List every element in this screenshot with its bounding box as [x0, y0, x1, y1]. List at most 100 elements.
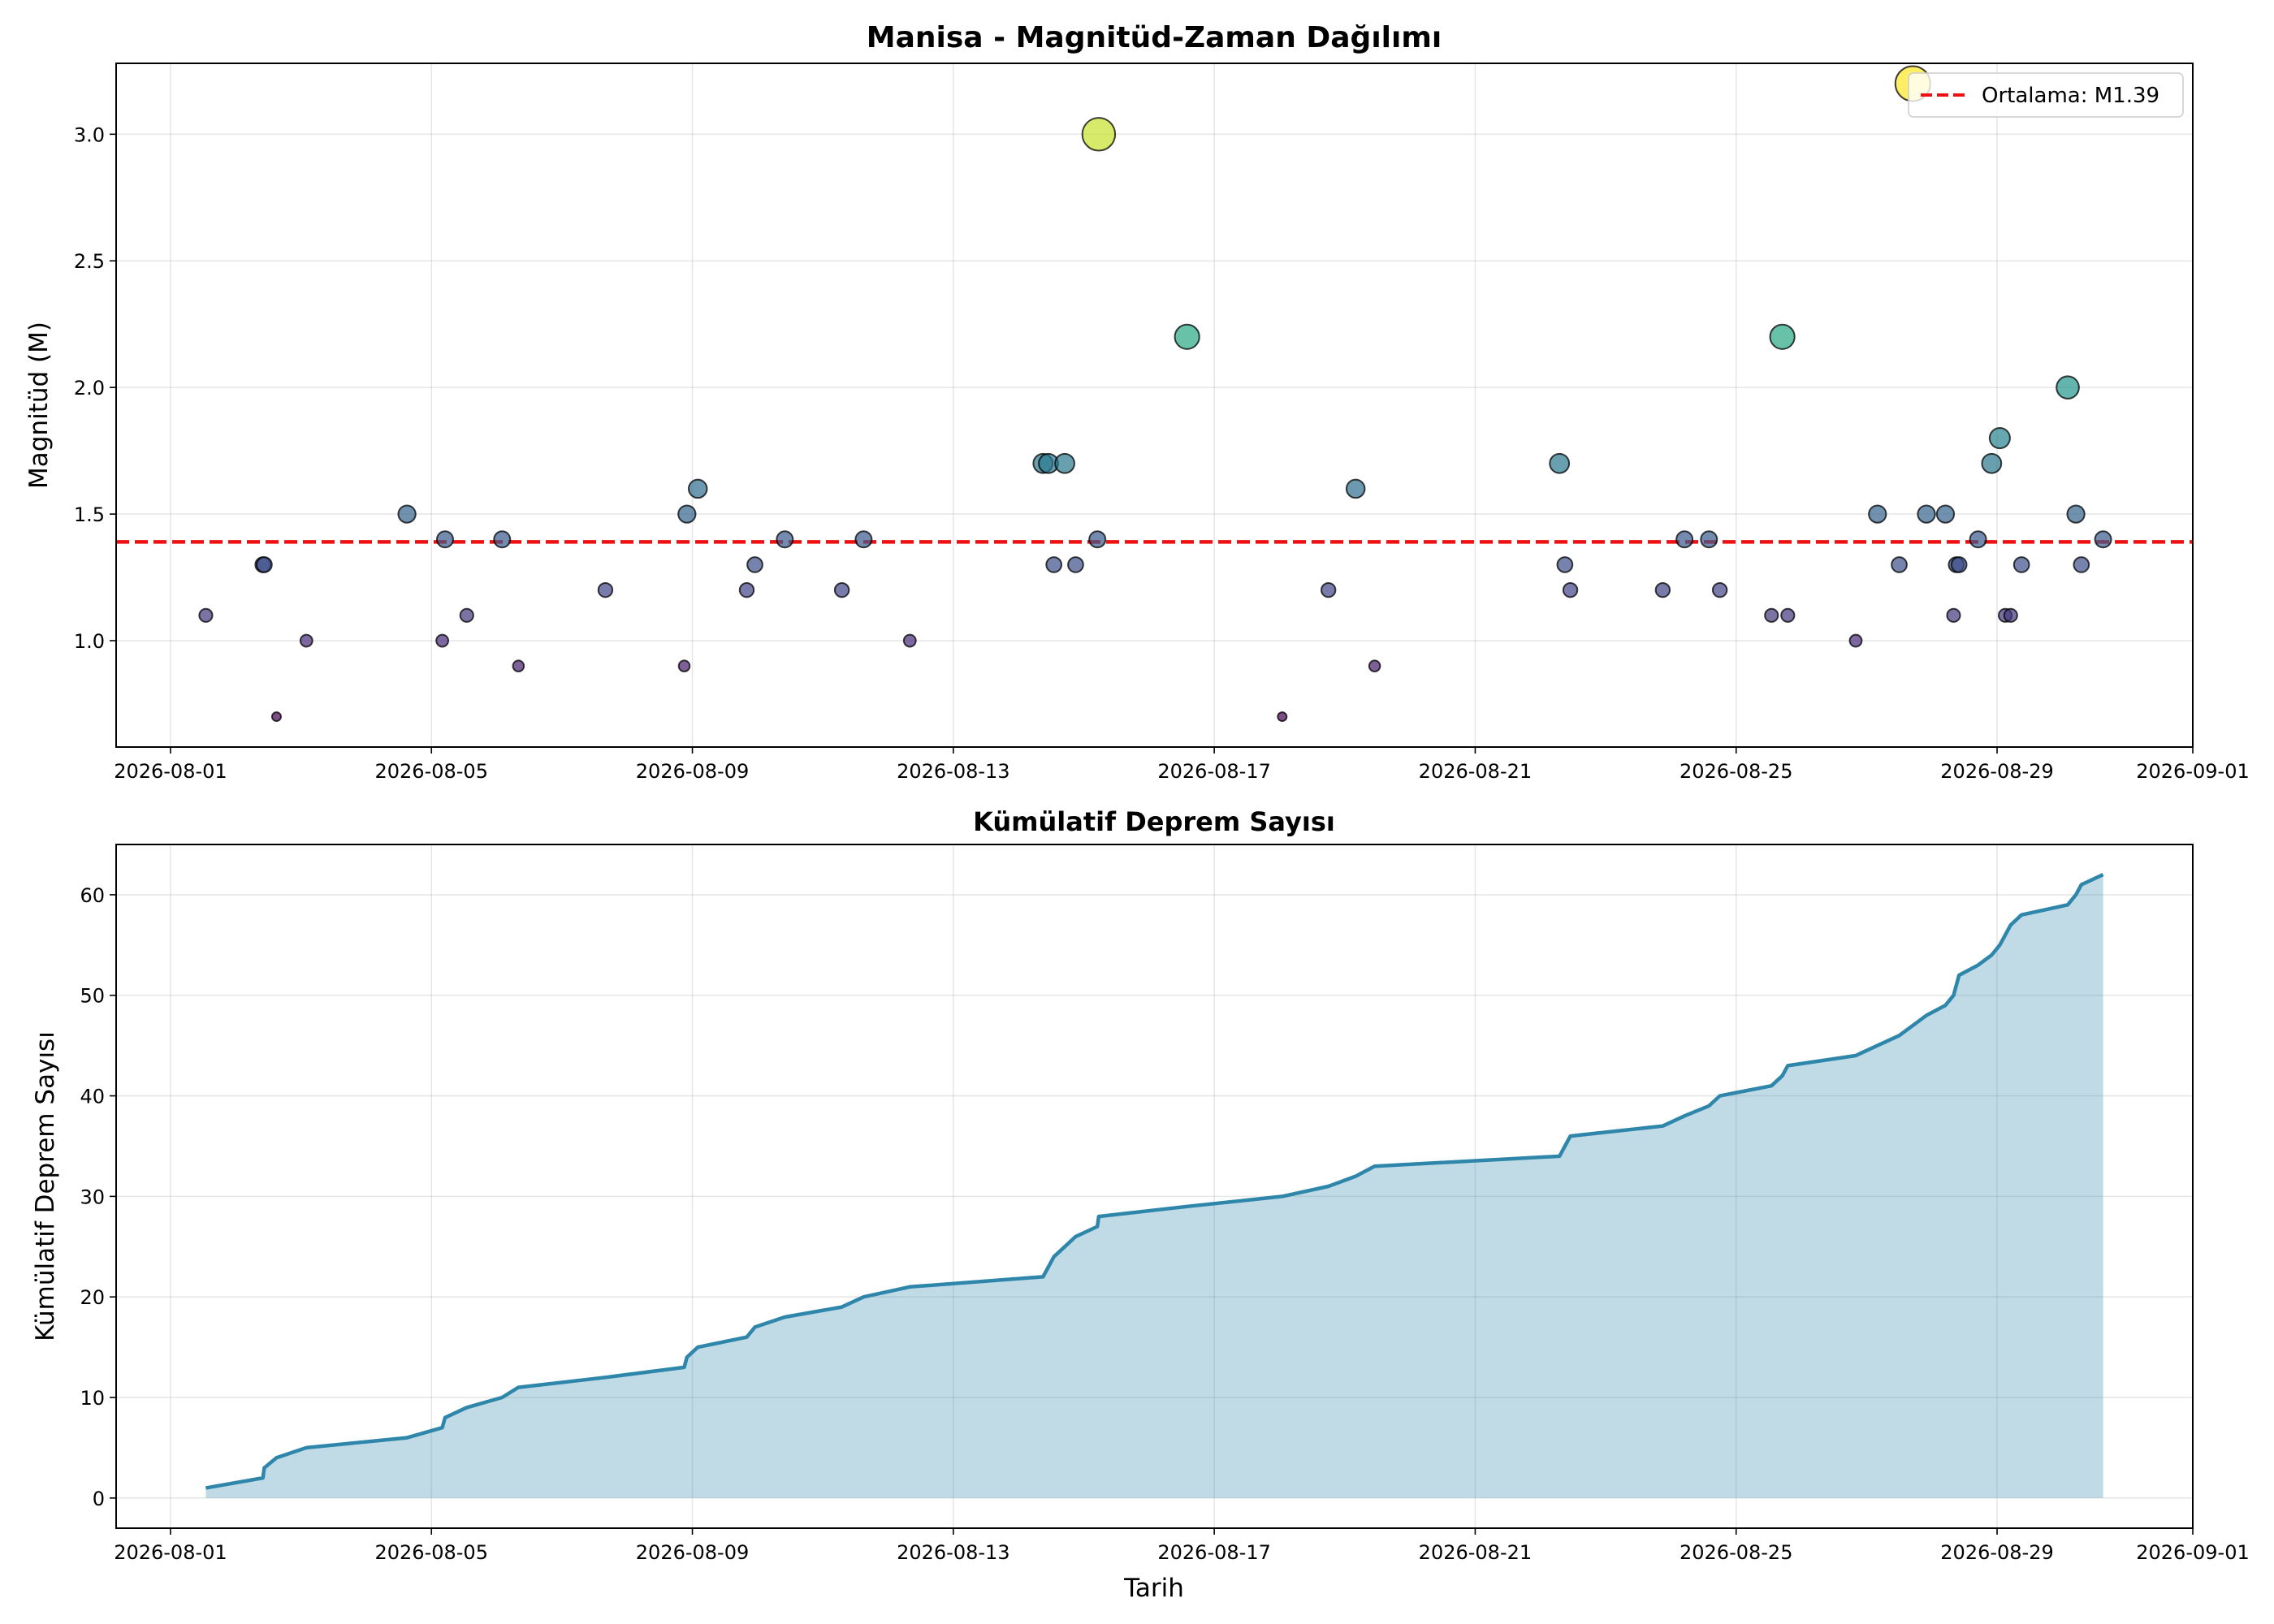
cumulative-x-label: Tarih	[1123, 1574, 1184, 1603]
cumulative-frame	[115, 844, 2194, 1529]
scatter-grid	[116, 63, 2194, 747]
scatter-frame	[115, 63, 2194, 748]
scatter-point	[1950, 556, 1968, 573]
scatter-point	[435, 530, 454, 549]
cumulative-y-tick-label: 10	[80, 1387, 105, 1410]
scatter-y-tick-label: 1.0	[74, 630, 105, 653]
scatter-point	[1700, 530, 1718, 549]
cumulative-panel: Kümülatif Deprem Sayısı 2026-08-01 2026-0…	[31, 806, 2250, 1603]
scatter-point	[2056, 375, 2080, 400]
scatter-point	[2094, 530, 2112, 549]
scatter-point	[256, 556, 273, 573]
scatter-x-tick-label: 2026-08-01	[114, 760, 227, 783]
scatter-point	[459, 607, 474, 623]
scatter-point	[1277, 711, 1288, 723]
cumulative-y-tick-label: 60	[80, 884, 105, 907]
scatter-point	[597, 581, 614, 598]
scatter-y-ticks: 1.0 1.5 2.0 2.5 3.0	[74, 123, 116, 653]
scatter-y-label: Magnitüd (M)	[24, 322, 54, 489]
scatter-x-tick-label: 2026-08-05	[374, 760, 487, 783]
cumulative-x-ticks: 2026-08-01 2026-08-05 2026-08-09 2026-08-13…	[114, 1528, 2250, 1564]
scatter-point	[1088, 530, 1107, 549]
cumulative-y-tick-label: 50	[80, 985, 105, 1008]
scatter-point	[1769, 323, 1796, 350]
cumulative-area	[205, 875, 2103, 1498]
scatter-point	[1562, 581, 1579, 598]
scatter-point	[1891, 556, 1908, 573]
scatter-point	[1988, 427, 2011, 450]
scatter-y-tick-label: 2.5	[74, 250, 105, 273]
scatter-point	[677, 504, 697, 524]
scatter-point	[198, 607, 214, 623]
scatter-point	[902, 633, 917, 648]
scatter-point	[1935, 504, 1956, 524]
cumulative-y-ticks: 0 10 20 30 40 50 60	[80, 884, 116, 1510]
scatter-point	[1556, 556, 1574, 573]
scatter-point	[1780, 607, 1796, 623]
scatter-point	[833, 581, 850, 598]
scatter-points	[198, 65, 2112, 723]
cumulative-y-tick-label: 20	[80, 1286, 105, 1309]
scatter-point	[1675, 530, 1694, 549]
cumulative-x-tick-label: 2026-08-13	[897, 1541, 1009, 1564]
cumulative-x-tick-label: 2026-08-25	[1680, 1541, 1792, 1564]
cumulative-x-tick-label: 2026-08-05	[374, 1541, 487, 1564]
cumulative-y-label: Kümülatif Deprem Sayısı	[31, 1031, 60, 1341]
scatter-x-ticks: 2026-08-01 2026-08-05 2026-08-09 2026-08-13…	[114, 747, 2250, 783]
scatter-point	[435, 633, 450, 648]
cumulative-x-tick-label: 2026-08-29	[1940, 1541, 2053, 1564]
scatter-point	[1368, 659, 1381, 672]
legend-mean-label: Ortalama: M1.39	[1982, 84, 2159, 108]
cumulative-x-tick-label: 2026-08-09	[636, 1541, 749, 1564]
scatter-y-tick-label: 2.0	[74, 377, 105, 400]
scatter-point	[1045, 556, 1063, 573]
cumulative-x-tick-label: 2026-08-01	[114, 1541, 227, 1564]
scatter-point	[1067, 556, 1084, 573]
scatter-point	[2073, 556, 2090, 573]
scatter-point	[1081, 117, 1117, 152]
cumulative-line	[205, 873, 2104, 1490]
scatter-x-tick-label: 2026-08-17	[1157, 760, 1270, 783]
cumulative-y-tick-label: 40	[80, 1086, 105, 1108]
scatter-x-tick-label: 2026-08-25	[1680, 760, 1792, 783]
scatter-point	[397, 504, 417, 524]
cumulative-x-tick-label: 2026-09-01	[2136, 1541, 2249, 1564]
scatter-point	[1054, 452, 1075, 474]
cumulative-x-tick-label: 2026-08-21	[1419, 1541, 1532, 1564]
scatter-point	[1654, 581, 1671, 598]
scatter-y-tick-label: 1.5	[74, 503, 105, 526]
scatter-point	[1320, 581, 1337, 598]
scatter-point	[270, 711, 282, 723]
scatter-legend: Ortalama: M1.39	[1908, 72, 2184, 118]
scatter-point	[2012, 556, 2030, 573]
scatter-point	[1549, 452, 1571, 474]
scatter-x-tick-label: 2026-08-13	[897, 760, 1009, 783]
cumulative-title: Kümülatif Deprem Sayısı	[973, 806, 1335, 837]
cumulative-x-tick-label: 2026-08-17	[1157, 1541, 1270, 1564]
scatter-point	[493, 530, 512, 549]
scatter-point	[2003, 607, 2018, 623]
scatter-point	[746, 556, 763, 573]
legend-box	[1908, 72, 2184, 118]
scatter-point	[1981, 452, 2003, 474]
cumulative-grid	[116, 844, 2194, 1528]
scatter-x-tick-label: 2026-08-21	[1419, 760, 1532, 783]
scatter-point	[1848, 633, 1863, 648]
scatter-point	[2066, 504, 2086, 524]
scatter-panel: Manisa - Magnitüd-Zaman Dağılımı 2026-08…	[24, 21, 2250, 783]
scatter-point	[1711, 581, 1728, 598]
scatter-point	[677, 659, 691, 672]
scatter-point	[299, 633, 313, 648]
scatter-point	[1917, 504, 1936, 524]
scatter-point	[687, 478, 708, 499]
scatter-point	[1868, 504, 1887, 524]
scatter-point	[776, 530, 794, 549]
scatter-point	[512, 659, 525, 672]
cumulative-y-tick-label: 0	[93, 1488, 105, 1510]
scatter-x-tick-label: 2026-09-01	[2136, 760, 2249, 783]
scatter-y-tick-label: 3.0	[74, 123, 105, 146]
scatter-point	[1174, 323, 1200, 350]
cumulative-y-tick-label: 30	[80, 1186, 105, 1208]
scatter-title: Manisa - Magnitüd-Zaman Dağılımı	[867, 21, 1442, 54]
